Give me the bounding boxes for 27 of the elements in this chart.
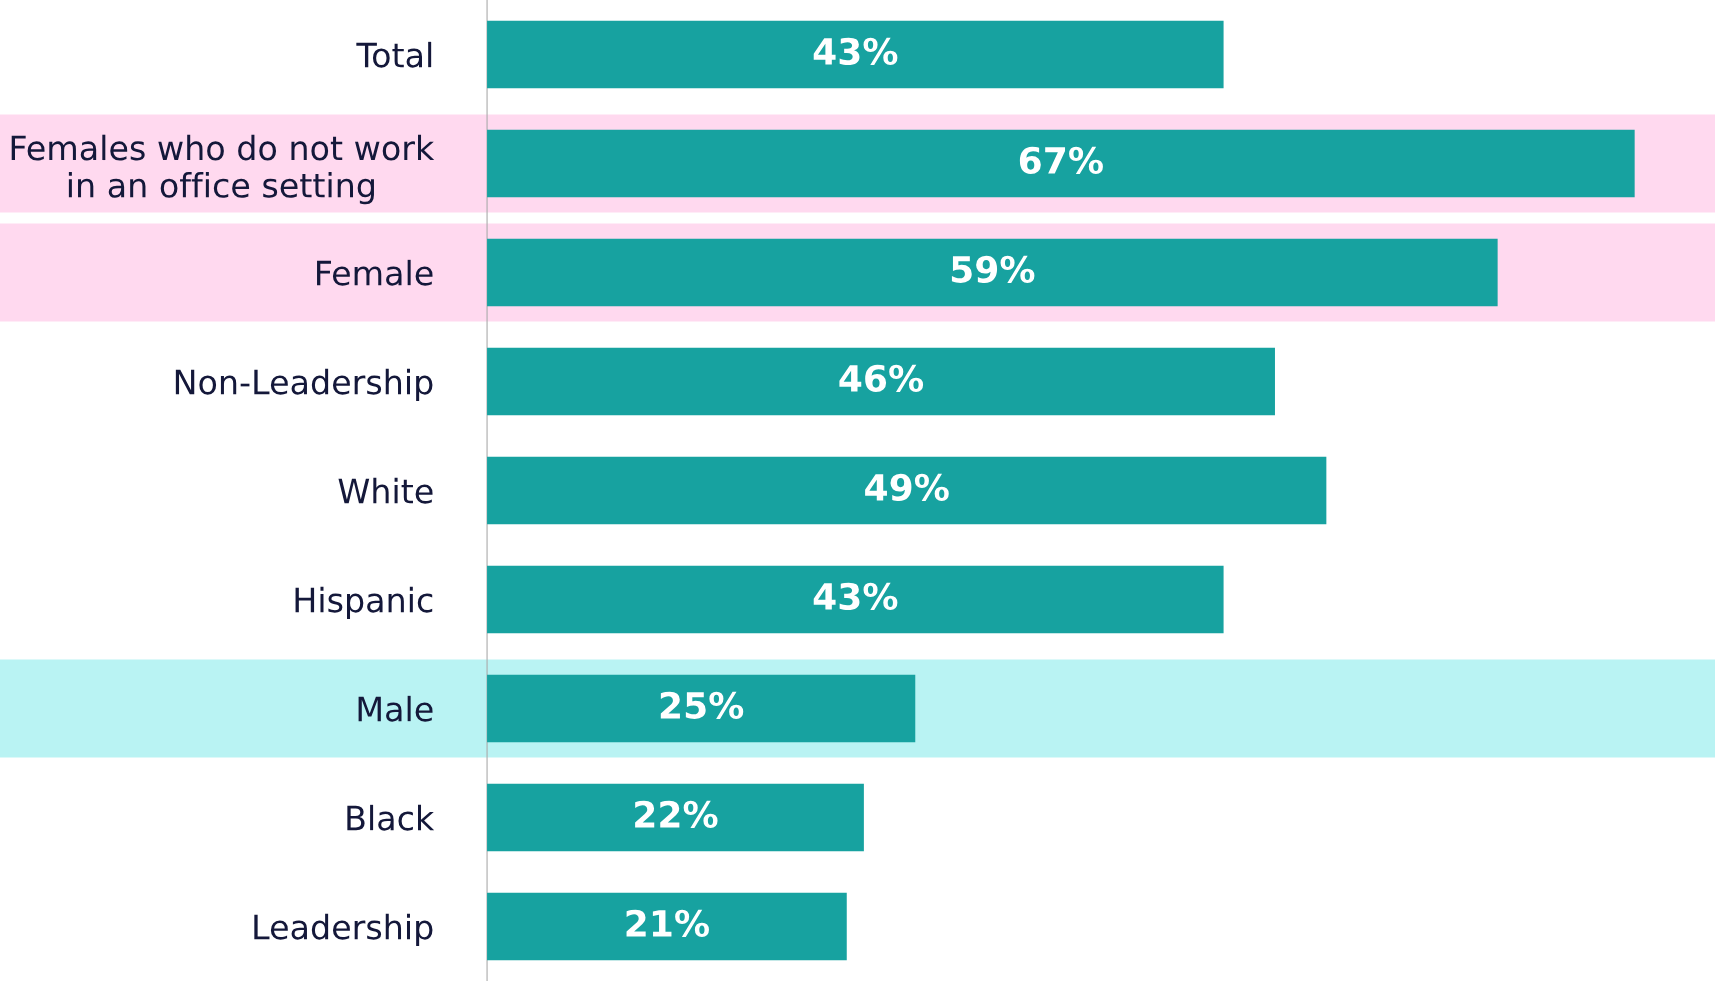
data-label: 43% — [813, 37, 898, 65]
bar — [487, 456, 1327, 525]
data-label: 67% — [1019, 146, 1103, 174]
data-label: 46% — [839, 364, 924, 392]
y-tick-label: Leadership — [254, 913, 433, 947]
bar — [487, 347, 1275, 416]
bar — [487, 892, 847, 961]
bar — [487, 238, 1498, 307]
data-label: 22% — [635, 800, 718, 828]
y-tick-label: Black — [347, 804, 435, 831]
bar — [487, 783, 864, 852]
y-tick-label: White — [338, 477, 433, 504]
bar — [487, 674, 916, 743]
data-label: 25% — [660, 691, 744, 719]
y-tick-label: Hispanic — [295, 586, 433, 620]
data-label: 59% — [951, 255, 1035, 283]
bar — [487, 565, 1224, 634]
data-label: 43% — [813, 582, 898, 610]
y-tick-label: Female — [317, 259, 433, 286]
y-tick-label: Male — [358, 695, 433, 722]
y-tick-label: Females who do not work in an office setting — [11, 134, 435, 205]
bar — [487, 20, 1224, 89]
bar — [487, 129, 1635, 198]
y-tick-label: Non-Leadership — [175, 368, 433, 402]
data-label: 49% — [865, 473, 949, 501]
data-label: 21% — [626, 909, 709, 937]
y-tick-label: Total — [356, 41, 432, 68]
